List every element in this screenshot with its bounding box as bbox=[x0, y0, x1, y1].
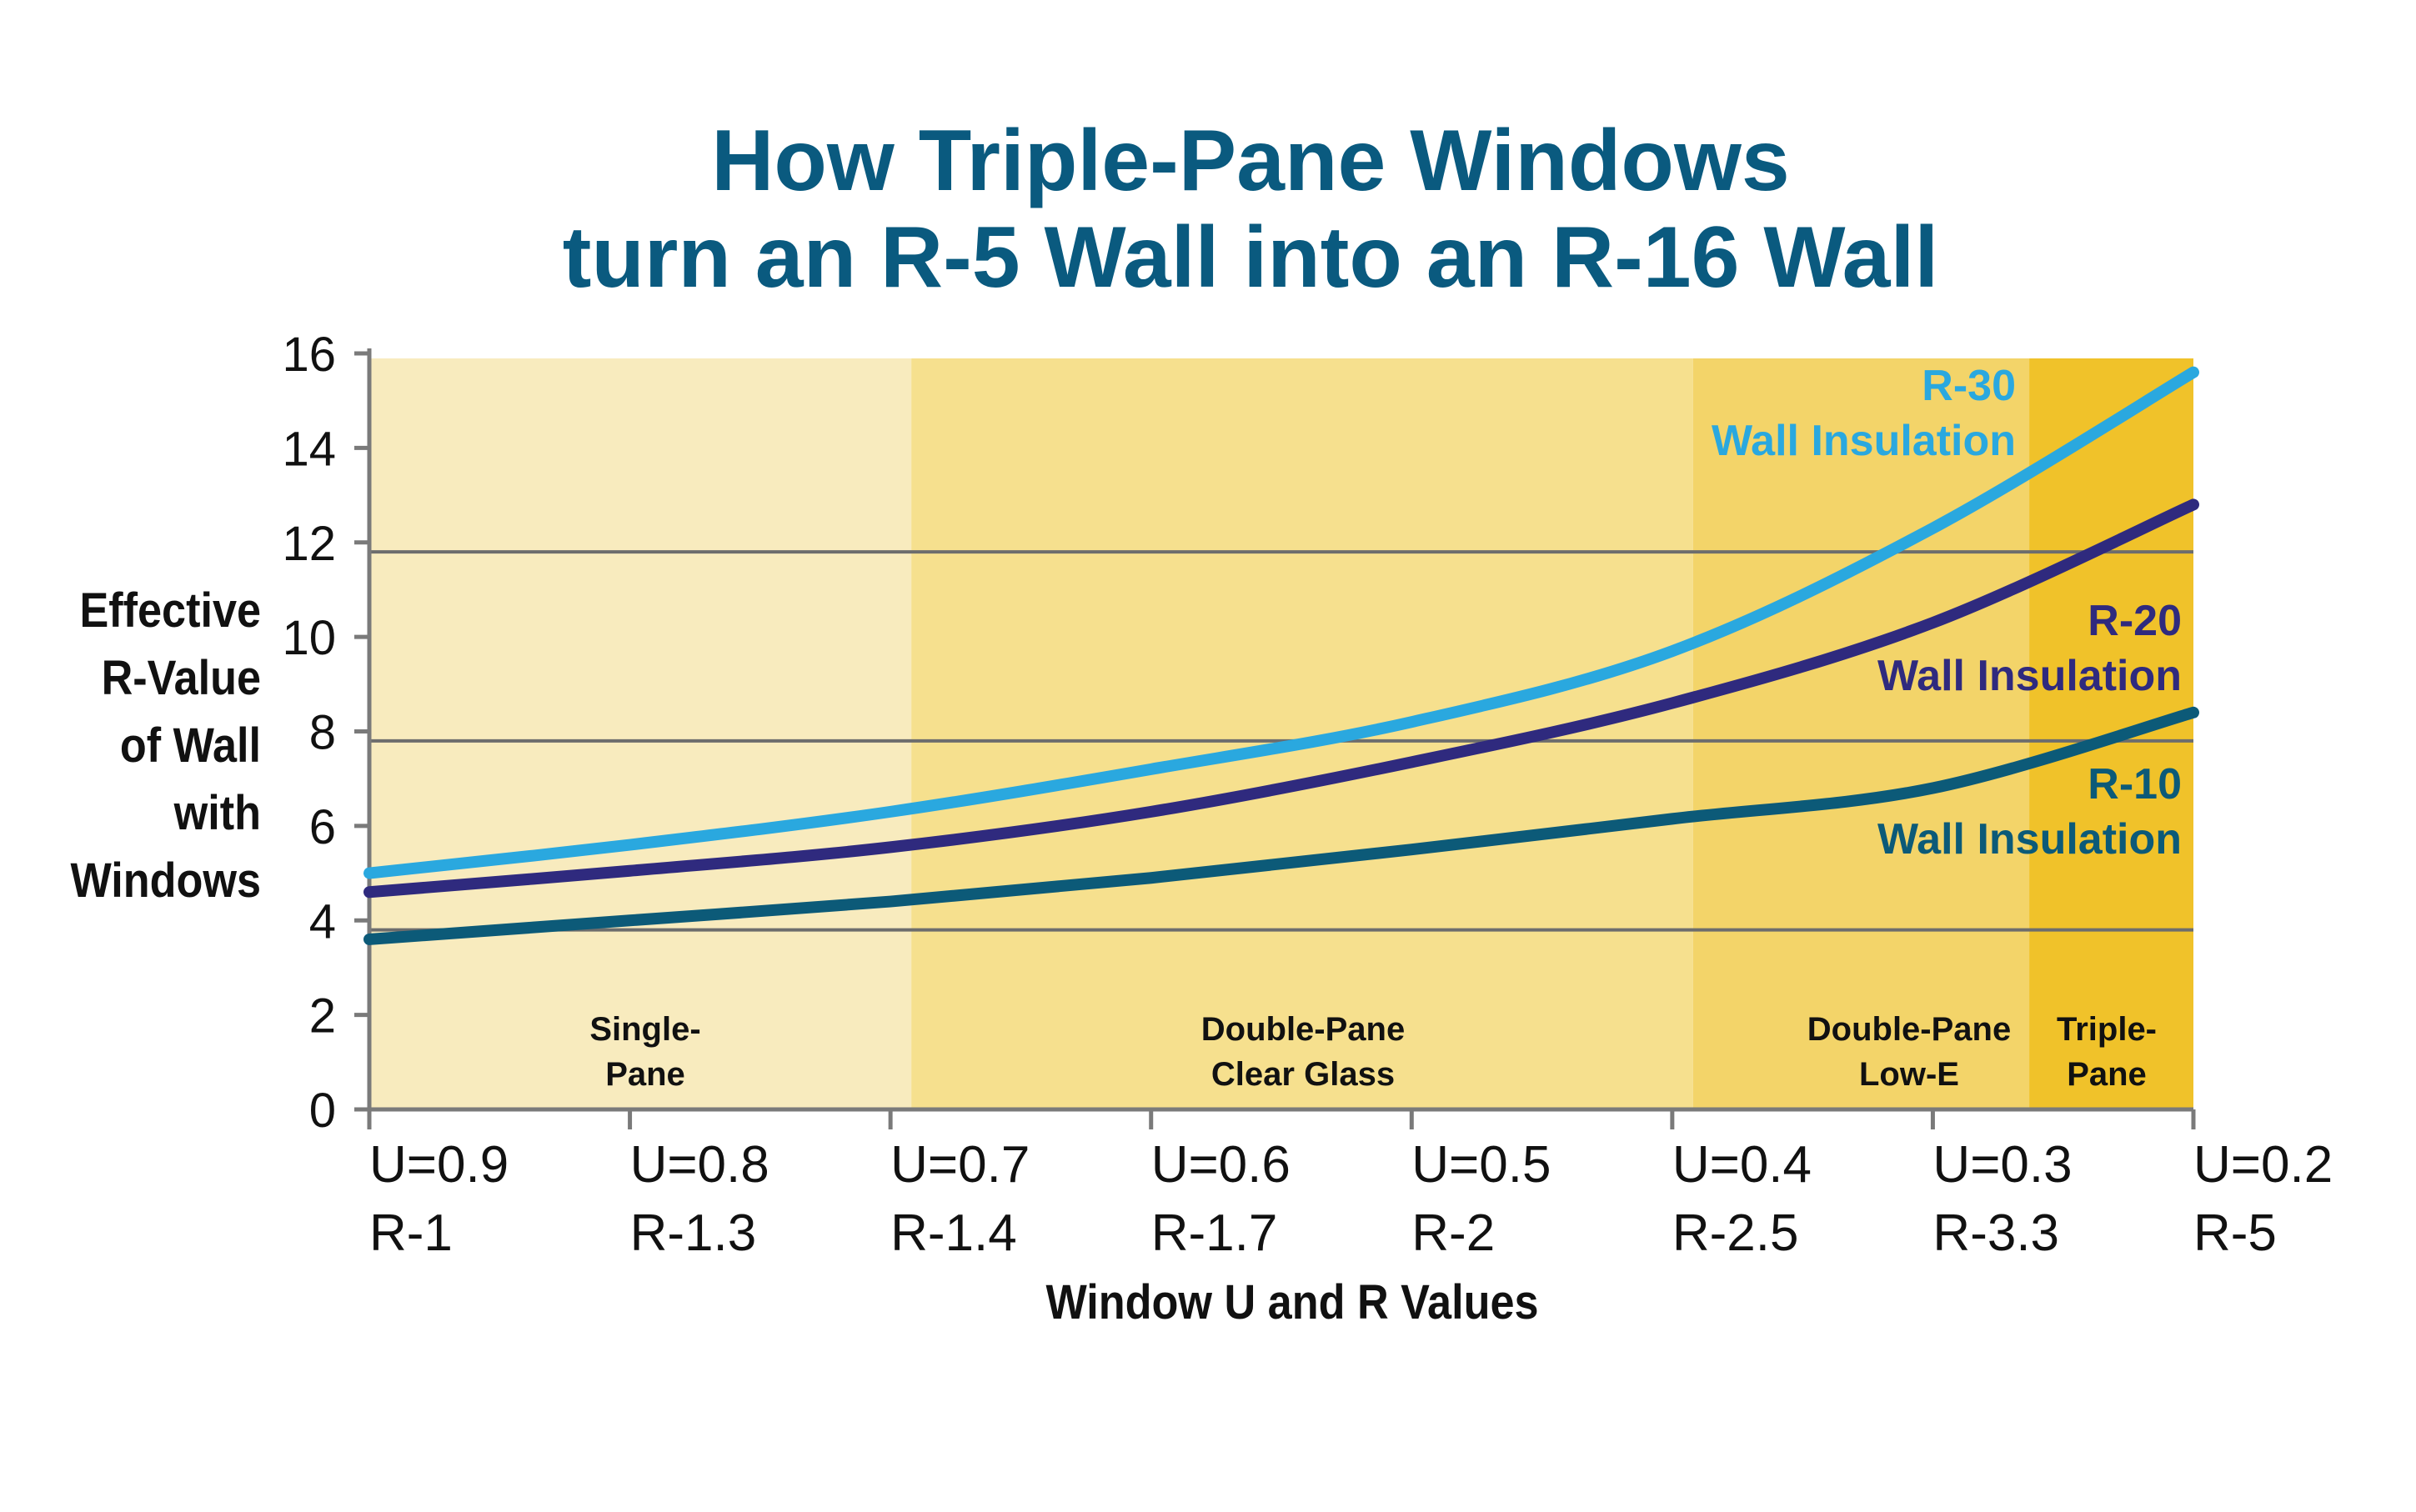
x-tick-label-r: R-1.7 bbox=[1151, 1204, 1278, 1262]
x-tick-label-u: U=0.5 bbox=[1411, 1136, 1551, 1194]
y-tick-label: 0 bbox=[309, 1084, 336, 1138]
x-tick-label-u: U=0.7 bbox=[890, 1136, 1030, 1194]
x-tick-label-u: U=0.9 bbox=[369, 1136, 509, 1194]
x-tick-label-r: R-1.3 bbox=[630, 1204, 757, 1262]
y-tick-label: 16 bbox=[282, 328, 336, 382]
x-tick-label-r: R-2.5 bbox=[1672, 1204, 1799, 1262]
chart-labels: Single- Pane Double-Pane Clear Glass Double-… bbox=[589, 362, 2182, 1093]
chart-title-line: turn an R-5 Wall into an R-16 Wall bbox=[563, 209, 1939, 306]
band-label: Double-Pane bbox=[1807, 1011, 2011, 1048]
band-label: Pane bbox=[605, 1056, 685, 1093]
series-label: Wall Insulation bbox=[1877, 652, 2182, 700]
chart-axes: 0 2 4 6 8 10 12 14 16 U=0.9 R-1 U=0.8 R-1.3 U=0.7 R-1.… bbox=[70, 328, 2333, 1329]
x-tick-label-u: U=0.6 bbox=[1151, 1136, 1291, 1194]
series-label: Wall Insulation bbox=[1877, 815, 2182, 864]
y-tick-label: 2 bbox=[309, 989, 336, 1044]
x-tick-label-u: U=0.8 bbox=[630, 1136, 769, 1194]
series-label: R-20 bbox=[2088, 597, 2182, 645]
x-tick-label-r: R-1.4 bbox=[890, 1204, 1017, 1262]
y-axis-title-line: with bbox=[173, 785, 261, 839]
x-tick-label-r: R-3.3 bbox=[1932, 1204, 2059, 1262]
band-region bbox=[1692, 358, 2030, 1109]
x-tick-label-r: R-5 bbox=[2193, 1204, 2277, 1262]
y-tick-label: 8 bbox=[309, 706, 336, 760]
x-tick-label-u: U=0.4 bbox=[1672, 1136, 1812, 1194]
series-line bbox=[363, 366, 2199, 879]
y-tick-label: 4 bbox=[309, 894, 336, 949]
y-axis-title-line: Windows bbox=[70, 853, 261, 907]
x-tick-label-u: U=0.3 bbox=[1932, 1136, 2072, 1194]
x-tick-label-r: R-1 bbox=[369, 1204, 453, 1262]
x-tick-label-r: R-2 bbox=[1411, 1204, 1495, 1262]
y-axis-title-line: R-Value bbox=[102, 650, 261, 704]
series-line bbox=[363, 706, 2199, 945]
series-label: Wall Insulation bbox=[1712, 417, 2016, 465]
chart-bands bbox=[369, 358, 2193, 1109]
series-label: R-30 bbox=[1922, 362, 2016, 410]
band-label: Pane bbox=[2067, 1056, 2147, 1093]
y-tick-label: 6 bbox=[309, 800, 336, 854]
y-tick-label: 14 bbox=[282, 422, 336, 476]
band-region bbox=[911, 358, 1693, 1109]
y-axis-title-line: Effective bbox=[79, 583, 261, 637]
band-label: Low-E bbox=[1859, 1056, 1959, 1093]
x-axis-title: Window U and R Values bbox=[1046, 1274, 1539, 1329]
y-axis-title-line: of Wall bbox=[120, 718, 261, 772]
chart-series bbox=[363, 366, 2199, 945]
y-tick-label: 10 bbox=[282, 611, 336, 665]
chart-title-line: How Triple-Pane Windows bbox=[711, 113, 1789, 209]
series-label: R-10 bbox=[2088, 760, 2182, 809]
band-region bbox=[369, 358, 912, 1109]
band-label: Clear Glass bbox=[1211, 1056, 1395, 1093]
y-tick-label: 12 bbox=[282, 517, 336, 571]
band-label: Double-Pane bbox=[1201, 1011, 1405, 1048]
x-tick-label-u: U=0.2 bbox=[2193, 1136, 2333, 1194]
band-label: Single- bbox=[589, 1011, 700, 1048]
band-label: Triple- bbox=[2057, 1011, 2157, 1048]
series-line bbox=[363, 498, 2199, 899]
